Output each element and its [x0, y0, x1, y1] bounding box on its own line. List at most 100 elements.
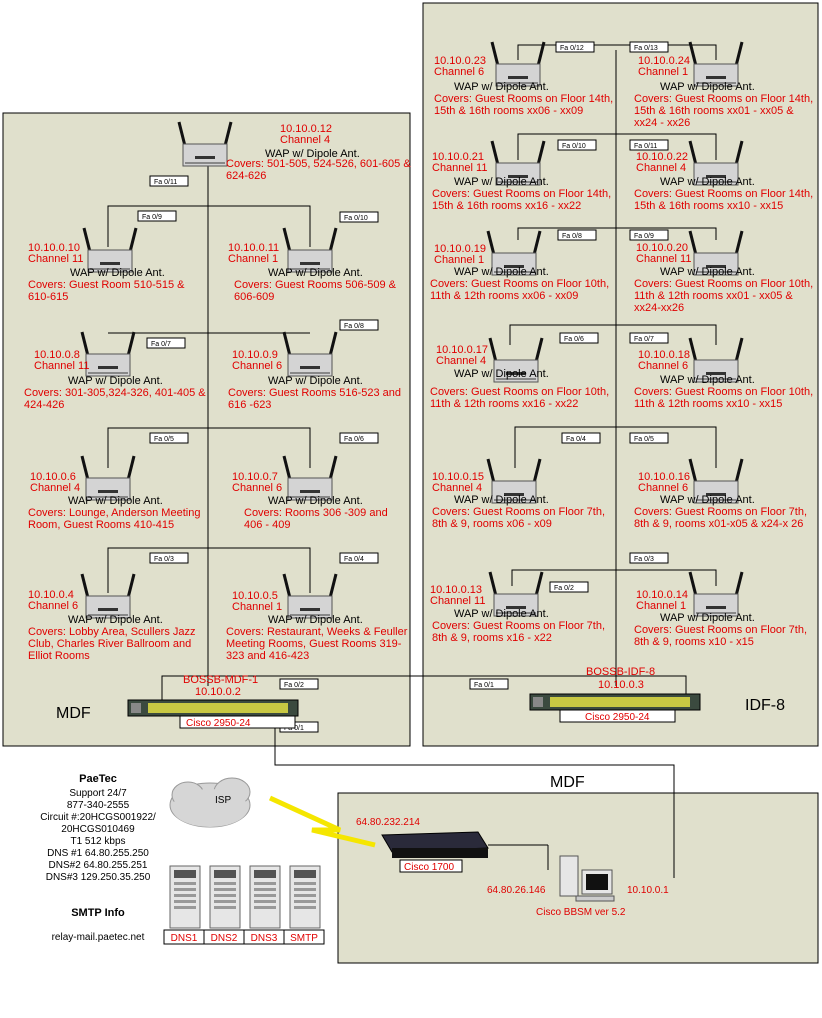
wap-channel: Channel 11 — [432, 162, 487, 174]
mdf-area-label: MDF — [56, 705, 91, 722]
wap-type: WAP w/ Dipole Ant. — [660, 494, 755, 506]
port-label: Fa 0/12 — [560, 45, 584, 52]
server-dns3: DNS3 — [243, 865, 285, 945]
wap-channel: Channel 4 — [436, 355, 486, 367]
router-wan-ip: 64.80.232.214 — [356, 817, 420, 828]
wap-channel: Channel 1 — [434, 254, 484, 266]
paetec-line: DNS#2 64.80.255.251 — [49, 860, 148, 871]
port-label-p23: Fa 0/2 — [549, 581, 589, 593]
wap-coverage: Elliot Rooms — [28, 650, 90, 662]
wap-ip: 10.10.0.22 — [636, 151, 688, 163]
wap-channel: Channel 1 — [228, 253, 278, 265]
wap-ip: 10.10.0.24 — [638, 55, 690, 67]
port-label: Fa 0/10 — [344, 215, 368, 222]
wap-ip: 10.10.0.14 — [636, 589, 688, 601]
wap-ip: 10.10.0.12 — [280, 123, 332, 135]
wap-coverage: Covers: 501-505, 524-526, 601-605 & — [226, 158, 411, 170]
wap-coverage: Covers: Guest Rooms 516-523 and — [228, 387, 401, 399]
wap-ip: 10.10.0.5 — [232, 590, 278, 602]
wap-coverage: Covers: Guest Rooms 506-509 & — [234, 279, 397, 291]
wap-coverage: xx24-xx26 — [634, 302, 684, 314]
wap-channel: Channel 1 — [232, 601, 282, 613]
wap-coverage: Covers: Guest Room 510-515 & — [28, 279, 185, 291]
wap-type: WAP w/ Dipole Ant. — [454, 266, 549, 278]
port-label-p7: Fa 0/6 — [339, 432, 379, 444]
wap-coverage: Covers: Guest Rooms on Floor 10th, — [430, 386, 609, 398]
wap-coverage: Covers: Guest Rooms on Floor 14th, — [634, 93, 813, 105]
server-smtp: SMTP — [283, 865, 325, 945]
mdf-switch-model: Cisco 2950-24 — [186, 718, 251, 729]
port-label: Fa 0/13 — [634, 45, 658, 52]
port-labels: Fa 0/11 Fa 0/9 Fa 0/10 Fa 0/7 Fa 0/8 Fa 0/5 Fa… — [137, 41, 669, 733]
port-label: Fa 0/6 — [344, 436, 364, 443]
port-label-p12: Fa 0/1 — [469, 678, 509, 690]
wap-ip: 10.10.0.11 — [228, 242, 279, 254]
server-icon — [169, 865, 201, 929]
wap-channel: Channel 4 — [636, 162, 686, 174]
wap-coverage: Covers: Guest Rooms on Floor 14th, — [432, 188, 611, 200]
connection-lines — [107, 44, 717, 878]
wap-ip: 10.10.0.8 — [34, 349, 80, 361]
port-label: Fa 0/8 — [562, 233, 582, 240]
router: 64.80.232.214 Cisco 1700 64.80.26.146 — [356, 817, 546, 896]
port-label-p6: Fa 0/5 — [149, 432, 189, 444]
port-label: Fa 0/2 — [554, 585, 574, 592]
wap-coverage: Covers: Guest Rooms on Floor 14th, — [634, 188, 813, 200]
mdf-switch-name: BOSSB-MDF-1 — [183, 674, 258, 686]
port-label: Fa 0/4 — [344, 556, 364, 563]
mdf-bottom-label: MDF — [550, 774, 585, 791]
port-label-p19: Fa 0/6 — [559, 332, 599, 344]
wap-ip: 10.10.0.18 — [638, 349, 690, 361]
bbsm-label: Cisco BBSM ver 5.2 — [536, 907, 626, 918]
wap-type: WAP w/ Dipole Ant. — [68, 375, 163, 387]
wap-ip: 10.10.0.21 — [432, 151, 484, 163]
wap-coverage: 606-609 — [234, 291, 274, 303]
idf8-area — [422, 2, 819, 747]
wap-type: WAP w/ Dipole Ant. — [454, 176, 549, 188]
wap-coverage: 424-426 — [24, 399, 64, 411]
server-label: SMTP — [290, 933, 318, 944]
router-model: Cisco 1700 — [404, 862, 454, 873]
wap-ip: 10.10.0.23 — [434, 55, 486, 67]
port-label-p17: Fa 0/8 — [557, 229, 597, 241]
port-label-p15: Fa 0/10 — [557, 139, 597, 151]
server-icon — [289, 865, 321, 929]
port-label: Fa 0/3 — [154, 556, 174, 563]
wap-coverage: Covers: Guest Rooms on Floor 10th, — [634, 386, 813, 398]
wap-channel: Channel 4 — [30, 482, 80, 494]
wap-ip: 10.10.0.7 — [232, 471, 278, 483]
wap-channel: Channel 6 — [638, 482, 688, 494]
bbsm-server: Cisco BBSM ver 5.2 10.10.0.1 — [536, 855, 669, 918]
port-label: Fa 0/3 — [634, 556, 654, 563]
isp-label: ISP — [215, 795, 231, 806]
wap-coverage: 15th & 16th rooms xx06 - xx09 — [434, 105, 583, 117]
paetec-line: 20HCGS010469 — [61, 824, 135, 835]
smtp-relay: relay-mail.paetec.net — [52, 932, 145, 943]
wap-channel: Channel 11 — [430, 595, 485, 607]
port-label-p13: Fa 0/12 — [555, 41, 595, 53]
wap-coverage: Covers: Guest Rooms on Floor 10th, — [430, 278, 609, 290]
port-label-p20: Fa 0/7 — [629, 332, 669, 344]
wap-coverage: 11th & 12th rooms xx01 - xx05 & — [634, 290, 793, 302]
mdf-switch: BOSSB-MDF-1 10.10.0.2 Cisco 2950-24 — [127, 674, 299, 729]
wap-type: WAP w/ Dipole Ant. — [68, 495, 163, 507]
wap-type: WAP w/ Dipole Ant. — [268, 267, 363, 279]
wap-channel: Channel 6 — [638, 360, 688, 372]
wap-channel: Channel 11 — [636, 253, 691, 265]
port-label: Fa 0/11 — [634, 143, 657, 150]
port-label: Fa 0/4 — [566, 436, 586, 443]
server-label: DNS2 — [211, 933, 238, 944]
wap-channel: Channel 1 — [636, 600, 686, 612]
port-label-p4: Fa 0/7 — [146, 337, 186, 349]
paetec-line: Support 24/7 — [69, 788, 127, 799]
bbsm-ip: 10.10.0.1 — [627, 885, 669, 896]
wap-type: WAP w/ Dipole Ant. — [660, 266, 755, 278]
